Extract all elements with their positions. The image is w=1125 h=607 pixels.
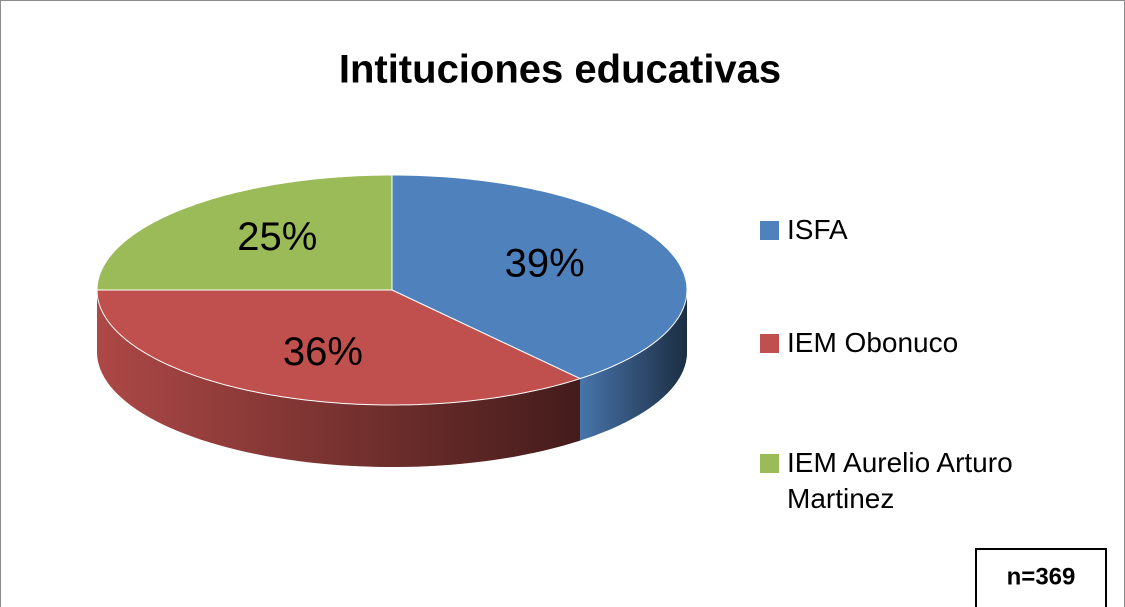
legend-item: IEM Obonuco	[760, 325, 1090, 361]
data-label: 25%	[237, 215, 317, 259]
slice	[96, 289, 582, 406]
legend-swatch	[760, 221, 779, 240]
pie: 39% 36% 25%	[96, 174, 688, 467]
legend-swatch	[760, 334, 779, 353]
legend-label: IEM Obonuco	[787, 327, 959, 358]
annotation: n=369	[1007, 563, 1076, 590]
slice	[391, 174, 688, 380]
chart-title: Intituciones educativas	[339, 48, 781, 92]
legend-item: ISFA	[760, 212, 1090, 248]
legend-label: ISFA	[787, 214, 848, 245]
annotation-box	[975, 548, 1107, 607]
side-shade	[97, 290, 580, 467]
side-shade	[580, 290, 687, 441]
slice	[96, 174, 393, 291]
data-label: 39%	[505, 241, 585, 285]
data-label: 36%	[283, 330, 363, 374]
legend-item: IEM Aurelio Arturo Martinez	[760, 445, 1090, 517]
legend-label: IEM Aurelio Arturo Martinez	[787, 447, 1013, 514]
legend-swatch	[760, 454, 779, 473]
